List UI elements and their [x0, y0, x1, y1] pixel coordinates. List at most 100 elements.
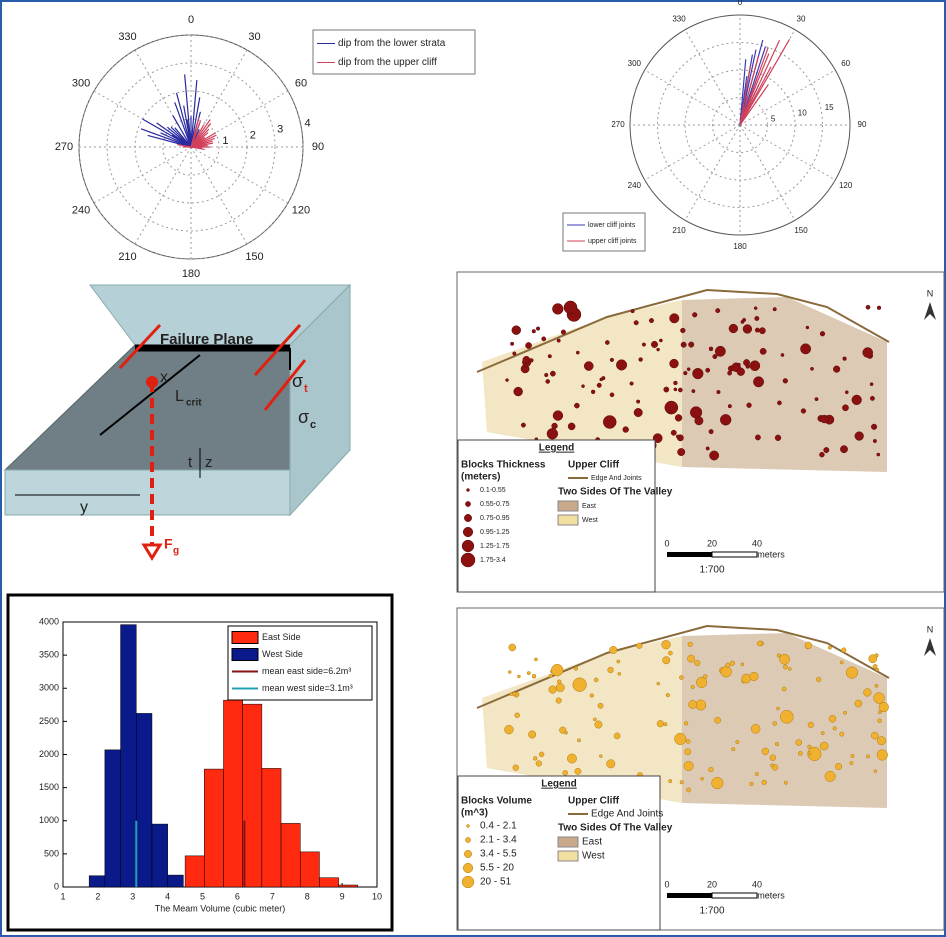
block-dot — [798, 751, 802, 755]
block-dot — [828, 646, 831, 649]
block-dot — [663, 657, 670, 664]
block-dot — [527, 671, 530, 674]
block-dot — [582, 385, 585, 388]
theta-tick-label: 120 — [839, 181, 853, 190]
r-tick-label: 2 — [250, 129, 256, 141]
block-dot — [695, 417, 703, 425]
block-dot — [770, 764, 773, 767]
block-dot — [642, 343, 645, 346]
legend-dot — [464, 514, 471, 521]
map: NLegendBlocks Volume(m^3)0.4 - 2.12.1 - … — [457, 608, 944, 930]
block-dot — [870, 396, 874, 400]
block-dot — [651, 341, 657, 347]
block-dot — [552, 423, 558, 429]
label: σ — [298, 407, 309, 427]
block-dot — [750, 672, 759, 681]
block-dot — [693, 368, 704, 379]
scale-label: 20 — [707, 879, 717, 889]
block-dot — [715, 346, 725, 356]
block-dot — [873, 664, 877, 668]
block-dot — [815, 397, 818, 400]
y-tick-label: 1500 — [39, 782, 59, 792]
block-dot — [866, 305, 870, 309]
theta-tick-label: 150 — [794, 226, 808, 235]
scale-ratio: 1:700 — [699, 565, 724, 576]
block-dot — [806, 326, 809, 329]
block-dot — [709, 767, 714, 772]
block-dot — [677, 448, 684, 455]
legend-dot — [462, 540, 474, 552]
r-tick-label: 15 — [825, 103, 834, 112]
block-dot — [850, 761, 853, 764]
block-dot — [751, 724, 760, 733]
block-dot — [755, 328, 759, 332]
block-dot — [664, 723, 667, 726]
block-dot — [755, 772, 758, 775]
block-dot — [669, 779, 672, 782]
block-dot — [549, 686, 557, 694]
label: g — [173, 546, 179, 557]
scale-bar-dark — [667, 893, 712, 898]
block-dot — [741, 663, 744, 666]
x-tick-label: 10 — [372, 891, 382, 901]
block-dot — [784, 781, 787, 784]
block-dot — [593, 718, 596, 721]
block-dot — [709, 451, 718, 460]
block-dot — [513, 765, 519, 771]
theta-tick-label: 30 — [248, 31, 260, 43]
block-dot — [825, 771, 835, 781]
block-dot — [597, 383, 601, 387]
block-dot — [584, 361, 593, 370]
legend-class: 0.95-1.25 — [480, 529, 510, 536]
block-dot — [577, 739, 580, 742]
x-tick-label: 4 — [165, 891, 170, 901]
block-dot — [517, 675, 520, 678]
block-dot — [820, 742, 828, 750]
block-dot — [878, 719, 882, 723]
block-dot — [514, 387, 523, 396]
histogram-bar — [339, 885, 358, 887]
block-dot — [840, 732, 844, 736]
block-dot — [841, 648, 846, 653]
label: F — [164, 536, 173, 552]
block-dot — [568, 423, 575, 430]
block-dot — [833, 727, 837, 731]
block-dot — [759, 328, 765, 334]
block-dot — [552, 304, 563, 315]
cliff-title: Upper Cliff — [568, 460, 620, 471]
block-dot — [775, 435, 781, 441]
block-dot — [591, 390, 595, 394]
theta-tick-label: 60 — [841, 59, 850, 68]
scale-label: 40 — [752, 879, 762, 889]
block-dot — [671, 430, 676, 435]
side-label: West — [582, 851, 605, 862]
legend-box — [563, 213, 645, 251]
histogram-bar — [121, 625, 137, 887]
block-dot — [855, 432, 864, 441]
front-face — [5, 470, 290, 515]
block-dot — [676, 435, 679, 438]
block-dot — [840, 661, 843, 664]
block-dot — [877, 750, 888, 761]
legend-swatch — [232, 649, 258, 661]
theta-tick-label: 330 — [672, 14, 686, 23]
block-dot — [721, 666, 732, 677]
legend-class: 0.75-0.95 — [480, 515, 510, 522]
legend-label: mean west side=3.1m³ — [262, 683, 353, 693]
x-tick-label: 5 — [200, 891, 205, 901]
legend-class: 1.25-1.75 — [480, 543, 510, 550]
block-dot — [829, 715, 836, 722]
block-dot — [684, 761, 693, 770]
theta-tick-label: 90 — [858, 120, 867, 129]
block-dot — [548, 354, 552, 358]
block-dot — [879, 702, 889, 712]
block-dot — [870, 383, 873, 386]
label: σ — [292, 371, 303, 391]
block-dot — [876, 668, 879, 671]
block-dot — [753, 377, 763, 387]
block-dot — [873, 439, 876, 442]
side-swatch — [558, 837, 578, 847]
label: x — [160, 369, 168, 386]
block-dot — [691, 685, 695, 689]
block-dot — [877, 306, 881, 310]
